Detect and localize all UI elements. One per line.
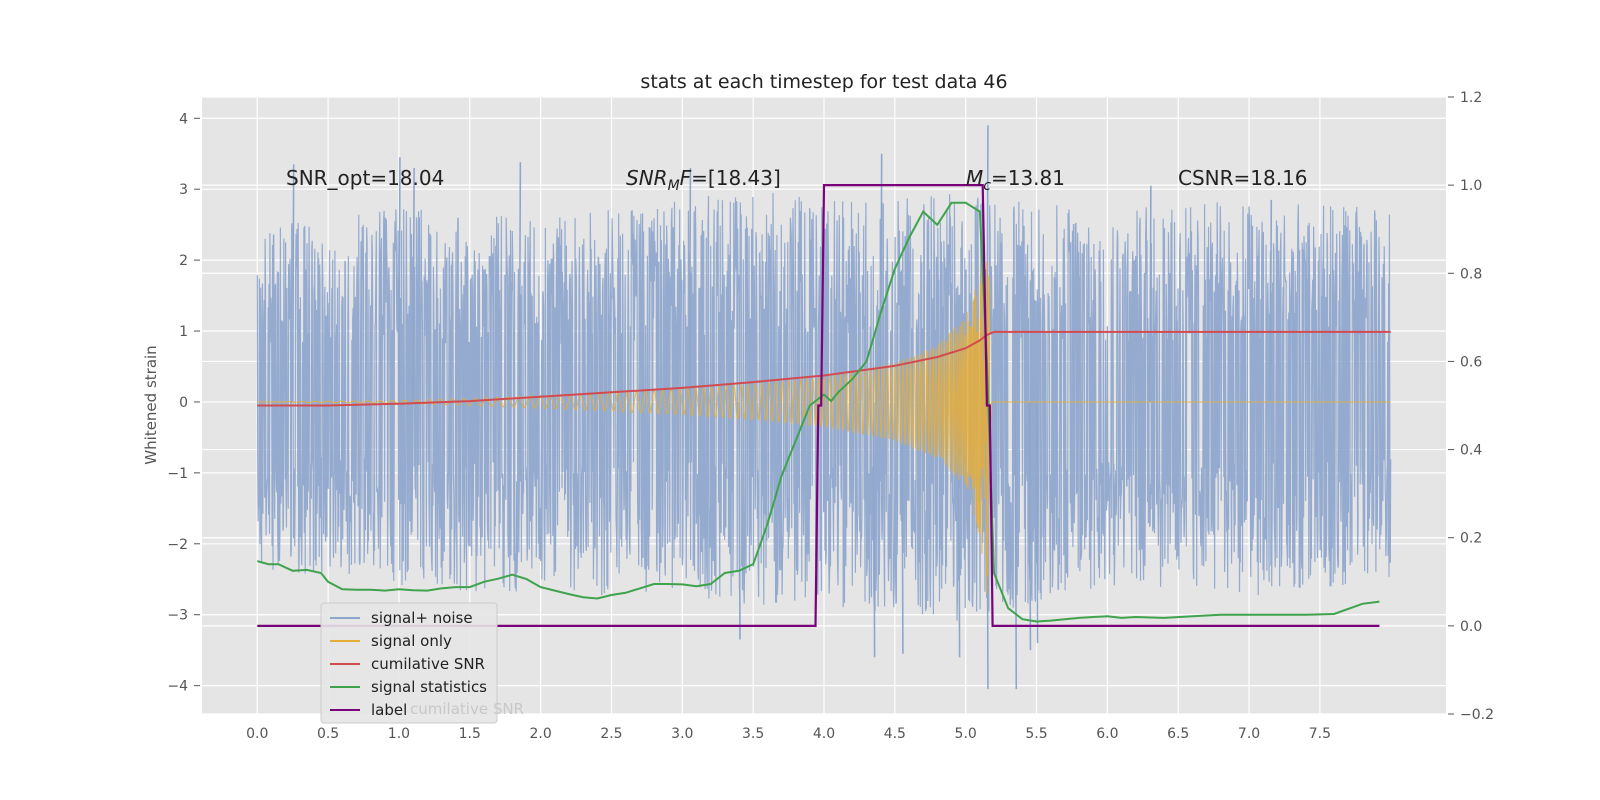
legend: cumilative SNR signal+ noise signal only c… bbox=[320, 602, 524, 724]
x-tick-label: 2.5 bbox=[600, 726, 622, 742]
noise-peak bbox=[901, 401, 904, 654]
x-tick-label: 3.0 bbox=[671, 726, 693, 742]
annotation-snr-opt: SNR_opt=18.04 bbox=[286, 166, 444, 190]
x-tick-label: 3.5 bbox=[742, 726, 764, 742]
y2-tick-label: 0.8 bbox=[1460, 266, 1482, 282]
noise-peak bbox=[688, 167, 692, 402]
annotation-csnr: CSNR=18.16 bbox=[1178, 166, 1308, 190]
x-tick-label: 0.5 bbox=[317, 726, 339, 742]
x-tick-label: 7.0 bbox=[1238, 726, 1260, 742]
legend-label: signal+ noise bbox=[371, 609, 473, 627]
x-tick-label: 4.5 bbox=[884, 726, 906, 742]
y2-tick-label: −0.2 bbox=[1460, 707, 1494, 723]
y2-tick-label: 1.0 bbox=[1460, 178, 1482, 194]
y-tick-label: 0 bbox=[179, 395, 188, 411]
noise-peak bbox=[291, 164, 295, 402]
noise-peak bbox=[738, 401, 741, 640]
x-tick-label: 7.5 bbox=[1309, 726, 1331, 742]
chart-title: stats at each timestep for test data 46 bbox=[640, 71, 1007, 93]
y-axis-label: Whitened strain bbox=[142, 345, 160, 464]
y-tick-label: 3 bbox=[179, 182, 188, 198]
y2-tick-label: 0.6 bbox=[1460, 354, 1482, 370]
x-tick-label: 1.0 bbox=[388, 726, 410, 742]
y-tick-label: −4 bbox=[167, 679, 188, 695]
noise-peak bbox=[1269, 199, 1273, 402]
noise-peak bbox=[879, 153, 883, 402]
y-tick-label: 2 bbox=[179, 253, 188, 269]
legend-label: label bbox=[371, 701, 407, 719]
x-tick-label: 4.0 bbox=[813, 726, 835, 742]
x-tick-label: 2.0 bbox=[529, 726, 551, 742]
y2-tick-label: 0.0 bbox=[1460, 619, 1482, 635]
legend-label: signal only bbox=[371, 632, 452, 650]
x-tick-label: 5.5 bbox=[1025, 726, 1047, 742]
series-signal-only bbox=[257, 261, 1391, 595]
noise-peak bbox=[1149, 185, 1152, 402]
annotation-mc: Mc=13.81 bbox=[966, 166, 1065, 194]
noise-peak bbox=[1028, 401, 1032, 651]
y2-tick-label: 0.2 bbox=[1460, 531, 1482, 547]
x-tick-label: 6.5 bbox=[1167, 726, 1189, 742]
x-tick-label: 0.0 bbox=[246, 726, 268, 742]
noise-peak bbox=[1035, 401, 1039, 644]
y-tick-label: −3 bbox=[167, 608, 188, 624]
x-tick-label: 5.0 bbox=[955, 726, 977, 742]
noise-peak bbox=[412, 167, 415, 402]
x-tick-label: 1.5 bbox=[459, 726, 481, 742]
series-signal-statistics bbox=[257, 201, 1380, 623]
y-tick-label: −2 bbox=[167, 537, 188, 553]
noise-peak bbox=[398, 157, 401, 402]
x-tick-label: 6.0 bbox=[1096, 726, 1118, 742]
data-series bbox=[256, 125, 1392, 690]
y-tick-label: 1 bbox=[179, 324, 188, 340]
annotation-snr-mf: SNRMF=[18.43] bbox=[626, 166, 781, 194]
y-tick-label: 4 bbox=[179, 111, 188, 127]
noise-peak bbox=[518, 162, 522, 402]
y2-tick-label: 1.2 bbox=[1460, 90, 1482, 106]
noise-peak bbox=[872, 401, 876, 658]
noise-peak bbox=[1014, 401, 1018, 690]
y2-tick-label: 0.4 bbox=[1460, 443, 1482, 459]
legend-label: signal statistics bbox=[371, 678, 487, 696]
y-tick-label: −1 bbox=[167, 466, 188, 482]
series-label bbox=[257, 184, 1380, 627]
legend-ghost-text: cumilative SNR bbox=[410, 700, 524, 718]
axes: 0.0 0.5 1.0 1.5 2.0 2.5 3.0 3.5 4.0 4.5 5.0 5.5 6.0 6… bbox=[167, 90, 1494, 742]
legend-label: cumilative SNR bbox=[371, 655, 485, 673]
legend-box bbox=[320, 602, 498, 724]
series-cumulative-snr bbox=[257, 330, 1391, 407]
